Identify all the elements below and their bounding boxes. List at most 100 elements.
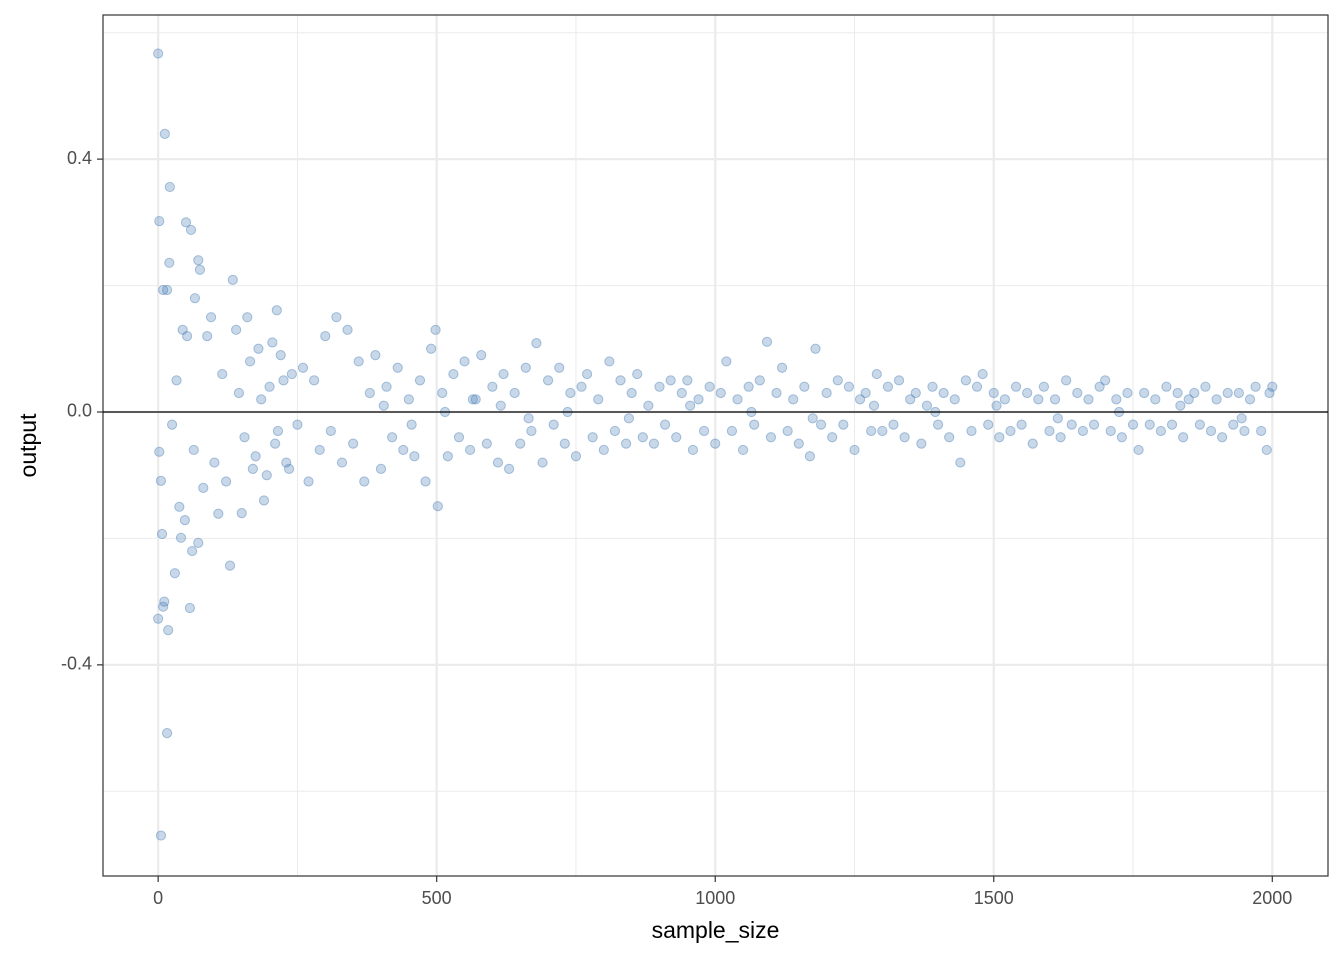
point	[239, 432, 250, 443]
point	[1250, 381, 1261, 392]
point	[793, 438, 804, 449]
point	[453, 432, 465, 443]
x-tick-label: 0	[153, 888, 163, 908]
point	[1122, 387, 1133, 399]
point	[1144, 419, 1155, 430]
point	[448, 368, 459, 380]
point	[193, 255, 204, 266]
point	[632, 368, 643, 380]
point	[171, 375, 182, 386]
point	[1264, 387, 1275, 399]
point	[843, 381, 855, 392]
point	[1083, 394, 1094, 405]
point	[999, 394, 1010, 405]
point	[1033, 394, 1044, 405]
point	[626, 387, 637, 399]
point	[849, 444, 860, 456]
point	[888, 419, 899, 430]
point	[799, 381, 810, 392]
point	[348, 438, 359, 449]
point	[581, 368, 593, 380]
point	[910, 387, 921, 399]
point	[217, 368, 228, 380]
point	[159, 128, 170, 139]
point	[1044, 425, 1055, 437]
point	[442, 451, 453, 462]
point	[158, 601, 169, 612]
point	[375, 463, 387, 474]
point	[258, 495, 270, 506]
point	[537, 457, 548, 468]
point	[871, 368, 882, 380]
point	[1066, 419, 1077, 430]
point	[398, 444, 409, 456]
point	[693, 394, 704, 405]
point	[205, 312, 217, 323]
point	[543, 375, 554, 386]
point	[698, 425, 710, 437]
point	[481, 438, 492, 449]
point	[1055, 432, 1066, 443]
y-axis-title: output	[15, 413, 41, 478]
point	[593, 394, 604, 405]
point	[815, 419, 827, 430]
point	[253, 343, 264, 354]
point	[242, 312, 253, 323]
point	[1027, 438, 1038, 449]
point	[179, 514, 190, 526]
point	[193, 537, 204, 548]
point	[1239, 425, 1250, 437]
point	[180, 217, 192, 228]
point	[994, 432, 1005, 443]
point	[1205, 425, 1217, 437]
point	[776, 362, 788, 373]
x-tick-label: 1000	[695, 888, 735, 908]
point	[286, 368, 297, 380]
point	[893, 375, 905, 386]
point	[414, 375, 426, 386]
point	[236, 508, 247, 519]
point	[1105, 425, 1116, 437]
point	[1217, 432, 1228, 443]
point	[1088, 419, 1100, 430]
point	[654, 381, 665, 392]
point	[1261, 444, 1272, 456]
point	[221, 476, 232, 487]
point	[604, 356, 615, 367]
point	[1049, 394, 1061, 405]
point	[1211, 394, 1222, 405]
point	[342, 324, 353, 335]
point	[188, 444, 199, 456]
point	[409, 451, 420, 462]
point	[166, 419, 178, 430]
point	[587, 432, 598, 443]
point	[177, 324, 188, 335]
point	[704, 381, 715, 392]
point	[526, 425, 537, 437]
point	[860, 387, 871, 399]
point	[155, 830, 167, 841]
point	[244, 356, 256, 367]
point	[609, 425, 621, 437]
point	[213, 508, 224, 519]
point	[788, 394, 799, 405]
point	[154, 215, 165, 227]
point	[576, 381, 587, 392]
point	[927, 381, 938, 392]
point	[161, 284, 173, 296]
point	[971, 381, 983, 392]
point	[761, 336, 773, 347]
point	[559, 438, 570, 449]
point	[194, 264, 206, 275]
y-tick-label: -0.4	[61, 654, 92, 674]
point	[264, 381, 275, 392]
point	[364, 387, 375, 399]
point	[1038, 381, 1049, 392]
point	[198, 482, 209, 493]
point	[715, 387, 726, 399]
point	[548, 419, 559, 430]
point	[209, 457, 220, 468]
point	[509, 387, 520, 399]
point	[370, 350, 381, 361]
